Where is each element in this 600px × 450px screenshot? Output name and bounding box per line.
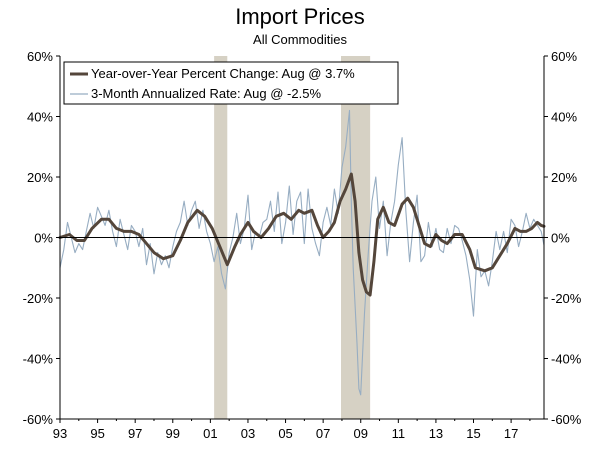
- y-tick-label-left: 60%: [27, 49, 53, 64]
- y-tick-label-right: 20%: [551, 170, 577, 185]
- y-tick-label-left: 40%: [27, 110, 53, 125]
- y-tick-label-left: -40%: [23, 352, 54, 367]
- x-tick-label: 15: [466, 426, 480, 441]
- x-tick-label: 01: [203, 426, 217, 441]
- legend: Year-over-Year Percent Change: Aug @ 3.7…: [63, 61, 399, 105]
- chart-subtitle: All Commodities: [253, 32, 347, 47]
- y-tick-label-left: 20%: [27, 170, 53, 185]
- x-tick-label: 17: [504, 426, 518, 441]
- axis-layer: 60% 60% 40% 40% 20% 20% 0% 0% -20% -20% -40% -40% -6…: [23, 49, 582, 441]
- x-tick-label: 07: [316, 426, 330, 441]
- x-tick-label: 13: [429, 426, 443, 441]
- x-tick-label: 93: [53, 426, 67, 441]
- x-tick-label: 09: [354, 426, 368, 441]
- y-tick-label-left: -20%: [23, 291, 54, 306]
- chart-title: Import Prices: [235, 4, 365, 29]
- series-line-three-month: [59, 109, 545, 396]
- x-tick-label: 99: [166, 426, 180, 441]
- x-tick-label: 95: [90, 426, 104, 441]
- x-tick-label: 97: [128, 426, 142, 441]
- y-tick-label-right: 0%: [551, 231, 570, 246]
- y-tick-label-left: -60%: [23, 412, 54, 427]
- series-layer: [58, 109, 546, 396]
- legend-label-three-month: 3-Month Annualized Rate: Aug @ -2.5%: [91, 86, 321, 101]
- y-tick-label-right: 60%: [551, 49, 577, 64]
- y-tick-label-right: -60%: [551, 412, 582, 427]
- x-tick-label: 05: [278, 426, 292, 441]
- y-tick-label-left: 0%: [34, 231, 53, 246]
- legend-label-yoy: Year-over-Year Percent Change: Aug @ 3.7…: [91, 66, 355, 81]
- series-line-yoy: [58, 172, 546, 297]
- x-tick-label: 03: [241, 426, 255, 441]
- legend-box: [63, 61, 399, 105]
- y-tick-label-right: 40%: [551, 110, 577, 125]
- y-tick-label-right: -20%: [551, 291, 582, 306]
- x-tick-label: 11: [392, 426, 406, 441]
- y-tick-label-right: -40%: [551, 352, 582, 367]
